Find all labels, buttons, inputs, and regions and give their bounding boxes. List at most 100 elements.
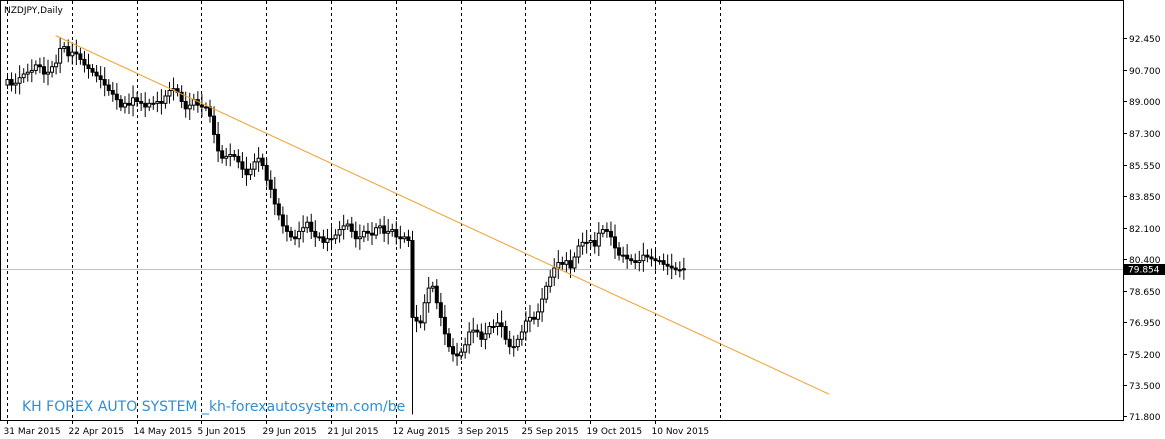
candle	[33, 60, 38, 75]
candle-body-up	[301, 227, 306, 232]
candle	[102, 67, 107, 97]
candle-body-up	[167, 90, 172, 97]
candle	[317, 232, 322, 241]
candle	[673, 262, 678, 276]
candle-body-up	[584, 241, 589, 244]
candle-body-up	[374, 227, 379, 236]
candle	[309, 213, 314, 240]
candle-body-up	[58, 47, 63, 64]
candle	[556, 250, 561, 280]
candle-body-up	[203, 106, 208, 109]
candle	[548, 269, 553, 293]
candle-body-down	[86, 64, 91, 70]
candle	[305, 216, 310, 234]
candle-body-up	[576, 245, 581, 258]
candle-body-up	[621, 254, 626, 257]
x-tick-label: 3 Sep 2015	[458, 427, 509, 437]
candle-body-up	[596, 232, 601, 247]
candle	[564, 252, 569, 272]
brand-watermark: KH FOREX AUTO SYSTEM _kh-forexautosystem…	[22, 399, 406, 415]
candle-body-up	[33, 64, 38, 71]
y-tick-label: 83.850	[1129, 193, 1161, 203]
candle	[345, 219, 350, 231]
candle	[228, 143, 233, 167]
candle	[220, 145, 225, 164]
y-axis: 92.450 90.700 89.000 87.300 85.550 83.850 82.1…	[1123, 35, 1161, 423]
candle	[487, 321, 492, 338]
candle-body-down	[475, 329, 480, 333]
candle	[236, 149, 241, 169]
candle	[50, 60, 55, 78]
candle-body-down	[507, 338, 512, 348]
candle	[293, 229, 298, 246]
candle-body-down	[406, 236, 411, 242]
candle	[349, 216, 354, 238]
candle-body-down	[98, 75, 103, 81]
candle	[629, 254, 634, 265]
candle	[430, 281, 435, 293]
candle-body-up	[325, 238, 330, 243]
candle-body-up	[681, 268, 686, 271]
candle	[94, 65, 99, 83]
candle	[341, 214, 346, 240]
candle-body-up	[467, 331, 472, 346]
candle	[503, 320, 508, 345]
candle-body-down	[604, 229, 609, 232]
candle-body-up	[600, 229, 605, 234]
candle	[451, 338, 455, 362]
candle	[544, 281, 549, 304]
candle	[588, 234, 593, 248]
candle-body-down	[94, 71, 99, 77]
candle-body-down	[280, 214, 285, 227]
candle-body-up	[357, 236, 362, 240]
candle	[572, 252, 577, 273]
candle	[260, 153, 265, 170]
candle-body-up	[187, 104, 192, 110]
candle-body-up	[552, 267, 557, 278]
candle	[106, 79, 111, 96]
candle-body-up	[13, 82, 18, 86]
candle-body-up	[430, 285, 435, 289]
candle-body-down	[220, 150, 225, 159]
candle	[422, 294, 427, 331]
candle	[139, 93, 144, 111]
candle-body-up	[252, 161, 257, 170]
candle	[398, 225, 403, 249]
candle-body-up	[515, 338, 520, 348]
candle	[552, 258, 557, 286]
candle-body-down	[661, 260, 666, 265]
candle	[272, 176, 277, 216]
candle	[13, 73, 18, 94]
candle	[329, 226, 334, 250]
candle	[118, 95, 123, 112]
trendline[interactable]	[55, 35, 830, 395]
candle	[576, 238, 581, 264]
x-tick-label: 5 Jun 2015	[198, 427, 246, 437]
candle	[167, 82, 172, 104]
candle	[264, 158, 269, 187]
candle-body-up	[527, 316, 532, 322]
candle	[540, 287, 545, 322]
candle-body-up	[122, 102, 127, 108]
candle	[284, 214, 289, 242]
candle	[378, 218, 383, 235]
candle-body-down	[268, 179, 273, 190]
candle-body-up	[147, 102, 152, 108]
candle-body-down	[353, 230, 358, 240]
candle-body-up	[487, 326, 492, 335]
candle	[122, 96, 127, 114]
y-tick-label: 90.700	[1129, 67, 1161, 77]
candle	[17, 65, 22, 95]
candle	[645, 249, 650, 263]
chart-title: NZDJPY,Daily	[4, 6, 64, 16]
candle-body-up	[248, 168, 253, 176]
candle-body-down	[617, 247, 622, 256]
x-tick-label: 21 Jul 2015	[328, 427, 379, 437]
candle-body-down	[236, 155, 241, 163]
candle-body-down	[503, 326, 508, 340]
x-tick-label: 29 Jun 2015	[263, 427, 317, 437]
candle	[402, 232, 407, 243]
candle	[159, 89, 164, 115]
candle	[596, 222, 601, 257]
candle	[617, 241, 622, 261]
